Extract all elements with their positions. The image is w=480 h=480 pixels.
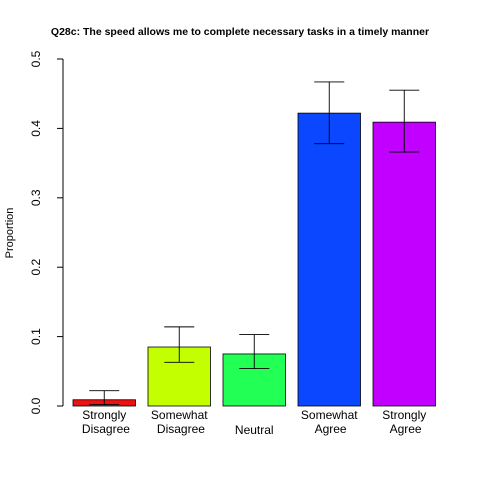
category-labels: Strongly Disagree Somewhat Disagree Neutra… [79,408,427,437]
y-tick-label: 0.2 [29,259,43,276]
category-label: Strongly Disagree [79,408,131,436]
y-tick-label: 0.1 [29,328,43,345]
y-axis: 0.0 0.1 0.2 0.3 0.4 0.5 [29,50,64,414]
category-label: Somewhat Agree [301,408,358,436]
bars [72,112,436,407]
bar [372,121,436,407]
chart-title: Q28c: The speed allows me to complete ne… [51,26,429,38]
y-tick-label: 0.4 [29,120,43,137]
y-tick-label: 0.0 [29,397,43,414]
category-label: Somewhat Disagree [151,408,208,436]
category-label: Strongly Agree [382,408,426,436]
y-tick-label: 0.3 [29,189,43,206]
bar [297,112,361,407]
y-tick-label: 0.5 [29,50,43,67]
category-label: Neutral [235,423,274,437]
y-axis-label: Proportion [4,208,16,259]
error-bars [89,81,420,406]
